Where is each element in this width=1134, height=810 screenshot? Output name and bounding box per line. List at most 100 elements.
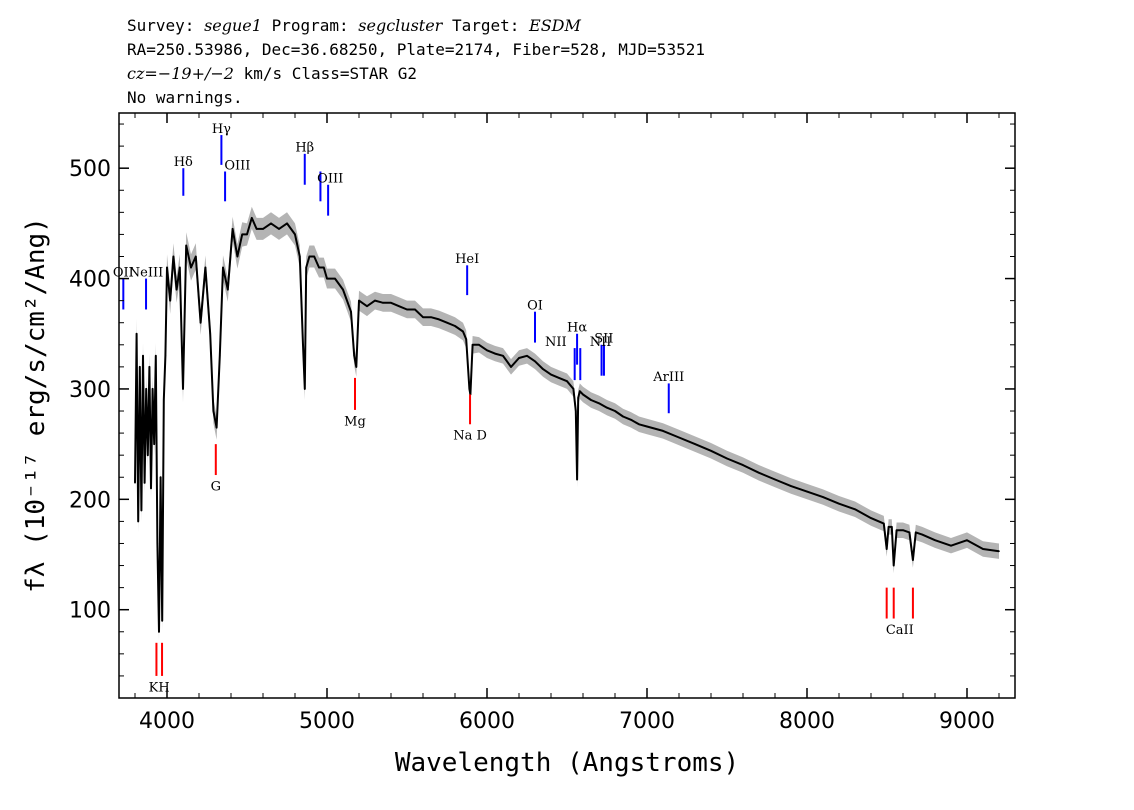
flux-point	[241, 233, 243, 236]
flux-series-group	[134, 216, 1000, 633]
flux-point	[313, 255, 316, 258]
flux-point	[195, 255, 197, 258]
emission-line-label: Hδ	[174, 155, 193, 170]
flux-point	[166, 266, 168, 269]
y-tick-label: 400	[69, 268, 111, 293]
y-tick-label: 200	[69, 488, 111, 513]
flux-point	[212, 410, 215, 412]
flux-point	[510, 366, 512, 368]
flux-point	[774, 478, 776, 481]
flux-point	[406, 308, 408, 311]
flux-point	[148, 366, 151, 368]
flux-point	[179, 266, 181, 269]
header-line-warnings: No warnings.	[127, 88, 243, 107]
flux-point	[366, 305, 368, 308]
flux-point	[294, 233, 296, 236]
cz-rest: km/s Class=STAR G2	[233, 64, 417, 83]
flux-point	[454, 325, 456, 327]
flux-point	[582, 393, 584, 396]
header-line-survey: Survey: segue1 Program: segcluster Targe…	[127, 14, 705, 38]
flux-point	[155, 355, 157, 357]
flux-point	[323, 266, 325, 269]
spectral-line-markers	[122, 135, 914, 676]
x-tick-label: 8000	[779, 709, 835, 734]
flux-point	[854, 508, 856, 511]
flux-point	[227, 288, 229, 291]
axes-group: 4000 5000 6000 7000 8000 9000 100 200 300 400 500	[69, 113, 1015, 734]
flux-point	[742, 464, 744, 466]
cz-value: =−19+/−2	[144, 64, 234, 83]
flux-point	[606, 406, 608, 409]
flux-point	[887, 526, 890, 528]
flux-point	[145, 388, 147, 390]
flux-point	[572, 388, 575, 390]
flux-point	[465, 338, 468, 341]
flux-point	[921, 533, 923, 536]
flux-point	[147, 454, 149, 457]
flux-point	[150, 487, 152, 490]
flux-point	[159, 476, 162, 479]
flux-point	[270, 222, 272, 225]
flux-point	[246, 233, 248, 236]
flux-point	[646, 425, 648, 428]
survey-value: segue1	[204, 16, 262, 35]
flux-point	[998, 550, 1000, 552]
flux-point	[305, 266, 308, 269]
y-tick-label: 500	[69, 157, 111, 182]
absorption-line-label: KH	[149, 680, 170, 695]
survey-label: Survey:	[127, 16, 205, 35]
flux-point	[422, 316, 424, 319]
flux-point	[950, 544, 952, 547]
flux-point	[382, 302, 384, 304]
flux-point	[518, 357, 520, 359]
flux-point	[758, 472, 760, 474]
flux-point	[638, 423, 640, 426]
flux-point	[566, 380, 568, 383]
absorption-line-label: G	[211, 479, 221, 494]
flux-point	[502, 355, 504, 357]
flux-point	[414, 308, 416, 311]
flux-point	[430, 316, 432, 319]
flux-point	[390, 302, 392, 304]
flux-point	[353, 355, 356, 357]
x-tick-label: 6000	[459, 709, 515, 734]
flux-point	[598, 402, 600, 405]
emission-line-label: NeIII	[129, 265, 163, 280]
flux-point	[262, 228, 264, 230]
absorption-line-label: Na D	[453, 429, 487, 444]
flux-point	[175, 288, 178, 291]
absorption-line-label: CaII	[886, 623, 914, 638]
error-band-group	[135, 206, 999, 641]
flux-point	[892, 564, 895, 567]
flux-point	[870, 517, 872, 519]
header-line-coordinates: RA=250.53986, Dec=36.68250, Plate=2174, …	[127, 40, 705, 59]
flux-point	[576, 478, 578, 481]
flux-point	[912, 559, 914, 561]
flux-point	[236, 255, 239, 258]
flux-point	[185, 244, 187, 247]
flux-point	[350, 310, 352, 313]
emission-line-label: HeI	[455, 252, 479, 267]
flux-point	[219, 355, 221, 357]
flux-point	[630, 419, 632, 421]
flux-point	[222, 266, 224, 269]
y-axis-title-text: fλ (10⁻¹⁷ erg/s/cm²/Ang)	[21, 217, 51, 593]
flux-point	[883, 522, 885, 525]
flux-point	[915, 531, 917, 534]
flux-point	[590, 399, 592, 401]
flux-point	[151, 388, 154, 390]
flux-point	[438, 318, 440, 321]
flux-point	[182, 388, 184, 390]
error-band-0	[135, 206, 999, 641]
flux-point	[468, 388, 471, 390]
y-axis-title: fλ (10⁻¹⁷ erg/s/cm²/Ang)	[21, 217, 51, 593]
flux-point	[286, 222, 288, 225]
flux-point	[161, 619, 163, 622]
flux-point	[169, 299, 171, 302]
emission-line-label: NII	[545, 335, 567, 350]
flux-point	[278, 228, 280, 230]
flux-point	[156, 542, 159, 545]
emission-line-label: ArIII	[652, 370, 684, 385]
flux-point	[806, 490, 808, 493]
x-axis-title: Wavelength (Angstroms)	[395, 748, 739, 778]
